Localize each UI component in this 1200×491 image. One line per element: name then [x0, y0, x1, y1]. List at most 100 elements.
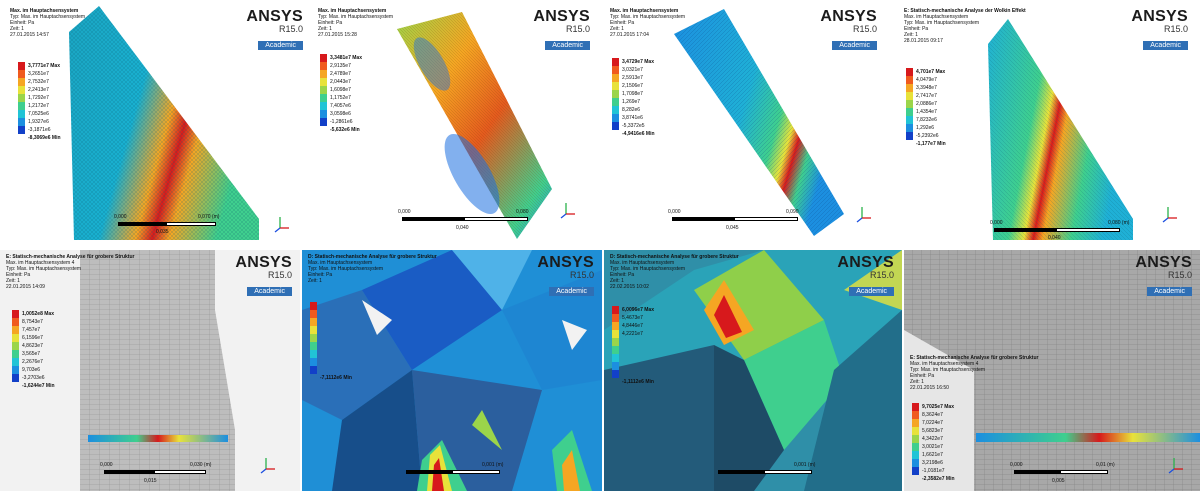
legend-swatch — [912, 403, 919, 411]
legend-swatch — [912, 451, 919, 459]
info-line: Zeit: 1 — [308, 278, 322, 284]
legend-swatch — [310, 318, 317, 326]
info-line: Typ: Max. im Hauptachsensystem — [904, 20, 980, 26]
legend-swatch — [906, 124, 913, 132]
legend-swatch — [906, 76, 913, 84]
scale-mid: 0,040 — [456, 225, 469, 231]
legend-label: -1,0181e7 — [922, 468, 945, 474]
legend-swatch — [906, 108, 913, 116]
legend-swatch — [912, 467, 919, 475]
legend-label: 4,0479e7 — [916, 77, 937, 83]
legend-swatch — [612, 98, 619, 106]
logo-version: R15.0 — [267, 270, 292, 280]
legend-swatch — [18, 110, 25, 118]
legend-swatch — [612, 114, 619, 122]
legend-label: 3,4729e7 Max — [622, 59, 654, 65]
logo-name: ANSYS — [235, 254, 292, 271]
legend-label: 4,2221e7 — [622, 331, 643, 337]
result-panel-1: Max. im Hauptachsensystem Typ: Max. im H… — [4, 4, 311, 247]
legend-label: 3,7771e7 Max — [28, 63, 60, 69]
mesh-plot — [904, 250, 1200, 491]
legend-label: -1,2861e6 — [330, 119, 353, 125]
logo-name: ANSYS — [837, 254, 894, 271]
mesh-plot — [69, 6, 259, 240]
legend-label: 1,7292e7 — [28, 95, 49, 101]
legend-swatch — [912, 435, 919, 443]
legend-swatch — [612, 66, 619, 74]
info-line: Zeit: 1 — [10, 26, 24, 32]
legend-swatch — [18, 70, 25, 78]
scale-bar: 0,000 0,090 0,045 — [668, 209, 818, 235]
legend-swatch — [906, 92, 913, 100]
legend-swatch — [12, 342, 19, 350]
result-panel-5: E: Statisch-mechanische Analyse für grob… — [0, 250, 300, 491]
legend-label: 5,4673e7 — [622, 315, 643, 321]
legend-swatch — [906, 132, 913, 140]
logo-version: R15.0 — [1167, 270, 1192, 280]
legend-swatch — [320, 86, 327, 94]
info-line: Max. im Hauptachsensystem 4 — [910, 361, 979, 367]
ansys-logo: ANSYS R15.0 Academic — [820, 9, 877, 52]
legend-label: 2,2413e7 — [28, 87, 49, 93]
legend-swatch — [612, 338, 619, 346]
scale-end: 0,030 (m) — [190, 462, 212, 468]
scale-bar: 0,000 0,070 (m) 0,035 — [114, 214, 234, 238]
scale-bar: 0,000 0,080 0,040 — [398, 209, 548, 235]
logo-version: R15.0 — [565, 24, 590, 34]
legend-swatch — [310, 366, 317, 374]
legend-label: -1,1112e6 Min — [622, 379, 654, 385]
scale-start: 0,000 — [100, 462, 113, 468]
legend-label: 3,2198e6 — [922, 460, 943, 466]
info-line: Typ: Max. im Hauptachsensystem — [318, 14, 394, 20]
logo-badge: Academic — [1143, 41, 1188, 50]
axis-triad-icon — [1162, 207, 1177, 223]
info-line: Typ: Max. im Hauptachsensystem — [910, 367, 986, 373]
logo-name: ANSYS — [1135, 254, 1192, 271]
info-line: Einheit: Pa — [308, 272, 333, 278]
legend-swatch — [912, 427, 919, 435]
legend-label: -8,3069e6 Min — [28, 135, 61, 141]
scale-start: 0,000 — [1010, 462, 1023, 468]
logo-badge: Academic — [258, 41, 303, 50]
legend-swatch — [18, 118, 25, 126]
legend-swatch — [12, 366, 19, 374]
info-line: Zeit: 1 — [6, 278, 20, 284]
axis-triad-icon — [560, 203, 575, 219]
info-line: Einheit: Pa — [318, 20, 343, 26]
legend-swatch — [906, 84, 913, 92]
legend-label: -2,3582e7 Min — [922, 476, 955, 482]
legend-swatch — [612, 306, 619, 314]
logo-version: R15.0 — [869, 270, 894, 280]
legend-label: 2,1506e7 — [622, 83, 643, 89]
legend-swatch — [906, 68, 913, 76]
legend-label: 3,0021e7 — [922, 444, 943, 450]
mesh-plot — [674, 9, 844, 236]
legend-label: 2,4789e7 — [330, 71, 351, 77]
info-title: E: Statisch-mechanische Analyse für grob… — [910, 355, 1039, 361]
mesh-plot — [988, 19, 1133, 240]
info-block: D: Statisch-mechanische Analyse für grob… — [610, 254, 739, 290]
legend-label: 1,2172e7 — [28, 103, 49, 109]
info-line: Zeit: 1 — [910, 379, 924, 385]
legend-label: 7,8232e6 — [916, 117, 937, 123]
legend-swatch — [12, 374, 19, 382]
ansys-logo: ANSYS R15.0 Academic — [1135, 255, 1192, 298]
legend-label: 2,0886e7 — [916, 101, 937, 107]
legend-label: 5,6823e7 — [922, 428, 943, 434]
legend-label: 2,0443e7 — [330, 79, 351, 85]
legend-label: 2,5913e7 — [622, 75, 643, 81]
info-line: Einheit: Pa — [910, 373, 935, 379]
legend-label: -4,9416e6 Min — [622, 131, 655, 137]
legend-swatch — [320, 118, 327, 126]
logo-version: R15.0 — [569, 270, 594, 280]
legend-swatch — [12, 334, 19, 342]
legend-swatch — [912, 411, 919, 419]
legend-swatch — [612, 362, 619, 370]
info-title: E: Statisch-mechanische Analyse für grob… — [6, 254, 135, 260]
scale-start: 0,000 — [668, 209, 681, 215]
info-line: Zeit: 1 — [610, 278, 624, 284]
legend-swatch — [612, 314, 619, 322]
legend-label: 4,3422e7 — [922, 436, 943, 442]
scale-end: 0,001 (m) — [482, 462, 504, 468]
result-panel-6: D: Statisch-mechanische Analyse für grob… — [302, 250, 602, 491]
